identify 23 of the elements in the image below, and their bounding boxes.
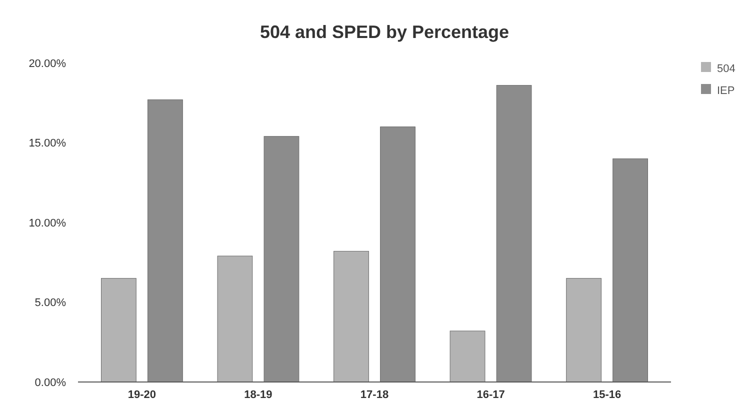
x-tick-label: 15-16 bbox=[592, 389, 622, 401]
bar bbox=[450, 330, 486, 382]
bar bbox=[566, 278, 602, 382]
x-tick-label: 16-17 bbox=[476, 389, 505, 401]
chart-title: 504 and SPED by Percentage bbox=[260, 22, 510, 42]
bar bbox=[496, 85, 532, 382]
y-tick-label: 10.00% bbox=[28, 217, 66, 230]
bar bbox=[264, 136, 300, 382]
x-tick-label: 19-20 bbox=[128, 389, 156, 401]
y-tick-label: 15.00% bbox=[28, 138, 66, 150]
bar bbox=[101, 278, 136, 382]
bar bbox=[334, 250, 369, 382]
legend-label: 504 bbox=[717, 62, 736, 75]
y-tick-label: 20.00% bbox=[28, 58, 66, 70]
legend-label: IEP bbox=[717, 84, 735, 97]
x-tick-label: 17-18 bbox=[360, 389, 389, 401]
bar bbox=[148, 99, 183, 382]
y-tick-label: 5.00% bbox=[34, 297, 66, 310]
y-tick-label: 0.00% bbox=[34, 376, 66, 389]
x-tick-label: 18-19 bbox=[244, 389, 272, 401]
bar bbox=[217, 256, 253, 382]
bar bbox=[612, 158, 648, 382]
bar bbox=[380, 126, 416, 382]
